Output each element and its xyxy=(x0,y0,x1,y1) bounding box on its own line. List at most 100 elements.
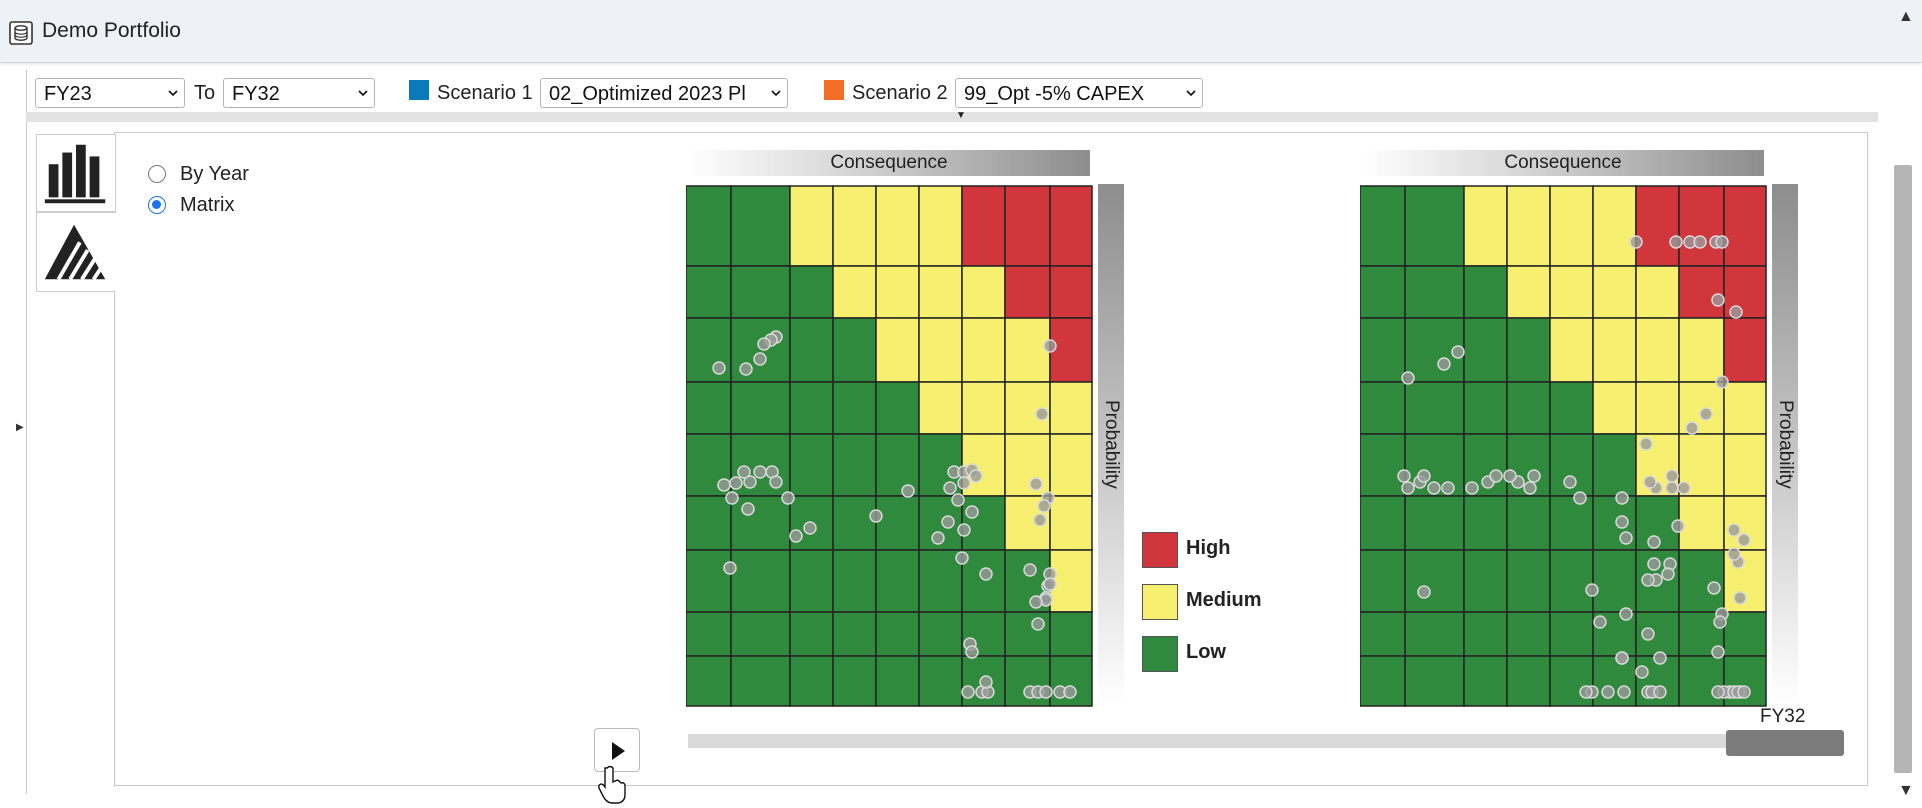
to-year-select[interactable]: FY32 xyxy=(223,78,375,108)
asset-marker[interactable] xyxy=(1715,375,1729,389)
asset-marker[interactable] xyxy=(931,531,945,545)
scroll-up-icon[interactable]: ▲ xyxy=(1898,8,1914,25)
asset-marker[interactable] xyxy=(1641,627,1655,641)
tab-bar-chart[interactable] xyxy=(36,134,116,212)
asset-marker[interactable] xyxy=(1711,293,1725,307)
asset-marker[interactable] xyxy=(1727,547,1741,561)
asset-marker[interactable] xyxy=(979,675,993,689)
asset-marker[interactable] xyxy=(1733,591,1747,605)
asset-marker[interactable] xyxy=(1451,345,1465,359)
asset-marker[interactable] xyxy=(1619,531,1633,545)
asset-marker[interactable] xyxy=(753,465,767,479)
asset-marker[interactable] xyxy=(1685,421,1699,435)
asset-marker[interactable] xyxy=(951,493,965,507)
asset-marker[interactable] xyxy=(1617,685,1631,699)
asset-marker[interactable] xyxy=(1035,407,1049,421)
asset-marker[interactable] xyxy=(739,362,753,376)
asset-marker[interactable] xyxy=(961,685,975,699)
asset-marker[interactable] xyxy=(1669,235,1683,249)
asset-marker[interactable] xyxy=(957,523,971,537)
asset-marker[interactable] xyxy=(1465,481,1479,495)
asset-marker[interactable] xyxy=(965,505,979,519)
asset-marker[interactable] xyxy=(969,469,983,483)
by-year-radio[interactable] xyxy=(148,165,166,183)
asset-marker[interactable] xyxy=(1737,533,1751,547)
asset-marker[interactable] xyxy=(1729,305,1743,319)
asset-marker[interactable] xyxy=(1647,535,1661,549)
asset-marker[interactable] xyxy=(1615,491,1629,505)
year-slider-track[interactable] xyxy=(688,734,1840,748)
asset-marker[interactable] xyxy=(1023,563,1037,577)
asset-marker[interactable] xyxy=(1653,685,1667,699)
asset-marker[interactable] xyxy=(1615,651,1629,665)
scenario1-select[interactable]: 02_Optimized 2023 Pl xyxy=(540,78,788,108)
asset-marker[interactable] xyxy=(1615,515,1629,529)
asset-marker[interactable] xyxy=(712,361,726,375)
asset-marker[interactable] xyxy=(957,476,971,490)
scroll-down-icon[interactable]: ▼ xyxy=(1898,782,1914,799)
asset-marker[interactable] xyxy=(1601,685,1615,699)
asset-marker[interactable] xyxy=(1727,523,1741,537)
asset-marker[interactable] xyxy=(1665,481,1679,495)
panel-splitter[interactable]: ▼ xyxy=(26,110,1878,122)
scenario2-select[interactable]: 99_Opt -5% CAPEX xyxy=(955,78,1203,108)
from-year-select[interactable]: FY23 xyxy=(35,78,185,108)
asset-marker[interactable] xyxy=(753,352,767,366)
asset-marker[interactable] xyxy=(1661,567,1675,581)
asset-marker[interactable] xyxy=(1441,481,1455,495)
asset-marker[interactable] xyxy=(781,491,795,505)
asset-marker[interactable] xyxy=(1503,469,1517,483)
asset-marker[interactable] xyxy=(1401,371,1415,385)
tab-matrix[interactable] xyxy=(36,212,116,292)
asset-marker[interactable] xyxy=(725,491,739,505)
asset-marker[interactable] xyxy=(1619,607,1633,621)
asset-marker[interactable] xyxy=(1711,645,1725,659)
asset-marker[interactable] xyxy=(1397,469,1411,483)
asset-marker[interactable] xyxy=(979,567,993,581)
asset-marker[interactable] xyxy=(1039,685,1053,699)
asset-marker[interactable] xyxy=(1715,235,1729,249)
asset-marker[interactable] xyxy=(941,515,955,529)
asset-marker[interactable] xyxy=(1665,469,1679,483)
asset-marker[interactable] xyxy=(901,484,915,498)
year-slider-thumb[interactable] xyxy=(1726,730,1844,756)
asset-marker[interactable] xyxy=(1037,499,1051,513)
asset-marker[interactable] xyxy=(769,475,783,489)
left-collapse-strip[interactable]: ▶ xyxy=(14,70,27,794)
asset-marker[interactable] xyxy=(869,509,883,523)
asset-marker[interactable] xyxy=(1417,585,1431,599)
asset-marker[interactable] xyxy=(1043,577,1057,591)
asset-marker[interactable] xyxy=(737,465,751,479)
asset-marker[interactable] xyxy=(1647,557,1661,571)
asset-marker[interactable] xyxy=(1677,481,1691,495)
asset-marker[interactable] xyxy=(1437,357,1451,371)
asset-marker[interactable] xyxy=(1523,481,1537,495)
asset-marker[interactable] xyxy=(1029,595,1043,609)
asset-marker[interactable] xyxy=(1401,481,1415,495)
matrix-radio[interactable] xyxy=(148,196,166,214)
asset-marker[interactable] xyxy=(1063,685,1077,699)
asset-marker[interactable] xyxy=(1707,581,1721,595)
asset-marker[interactable] xyxy=(1031,617,1045,631)
asset-marker[interactable] xyxy=(1585,583,1599,597)
asset-marker[interactable] xyxy=(955,551,969,565)
asset-marker[interactable] xyxy=(1579,685,1593,699)
expand-arrow-icon[interactable]: ▶ xyxy=(16,422,24,433)
asset-marker[interactable] xyxy=(1635,665,1649,679)
asset-marker[interactable] xyxy=(741,502,755,516)
asset-marker[interactable] xyxy=(1671,519,1685,533)
asset-marker[interactable] xyxy=(1527,469,1541,483)
asset-marker[interactable] xyxy=(1043,339,1057,353)
asset-marker[interactable] xyxy=(1643,475,1657,489)
vertical-scrollbar[interactable] xyxy=(1894,165,1912,773)
asset-marker[interactable] xyxy=(1699,407,1713,421)
asset-marker[interactable] xyxy=(789,529,803,543)
asset-marker[interactable] xyxy=(1489,469,1503,483)
asset-marker[interactable] xyxy=(743,475,757,489)
asset-marker[interactable] xyxy=(1711,685,1725,699)
asset-marker[interactable] xyxy=(1641,573,1655,587)
asset-marker[interactable] xyxy=(1593,615,1607,629)
asset-marker[interactable] xyxy=(1029,477,1043,491)
asset-marker[interactable] xyxy=(1737,685,1751,699)
asset-marker[interactable] xyxy=(1639,437,1653,451)
